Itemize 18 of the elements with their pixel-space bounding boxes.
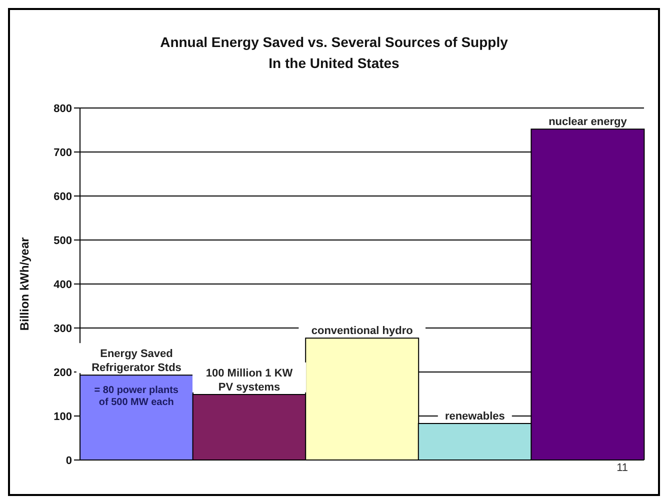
x-tick-label: nuclear energy	[548, 116, 628, 128]
y-tick-label: 800	[54, 102, 72, 115]
y-axis-title: Billion kWh/year	[17, 237, 32, 331]
text: 11	[616, 462, 628, 474]
x-tick-label: Energy Saved Refrigerator Stds	[92, 348, 182, 374]
y-tick-label: 100	[54, 410, 72, 423]
y-tick-label: 400	[54, 278, 72, 291]
annotation: = 80 power plants of 500 MW each	[94, 385, 179, 408]
chart-title: Annual Energy Saved vs. Several Sources of Supply In the United States	[159, 33, 509, 73]
y-tick-label: 300	[54, 322, 72, 335]
x-tick-label: renewables	[444, 410, 505, 422]
x-tick-label: 100 Million 1 KW PV systems	[206, 367, 294, 394]
y-tick-label: 200	[54, 366, 72, 379]
y-tick-label: 0	[66, 454, 72, 467]
y-tick-label: 700	[54, 146, 72, 159]
y-tick-label: 500	[54, 234, 72, 247]
x-tick-label: conventional hydro	[311, 325, 414, 338]
y-tick-label: 600	[54, 190, 72, 203]
